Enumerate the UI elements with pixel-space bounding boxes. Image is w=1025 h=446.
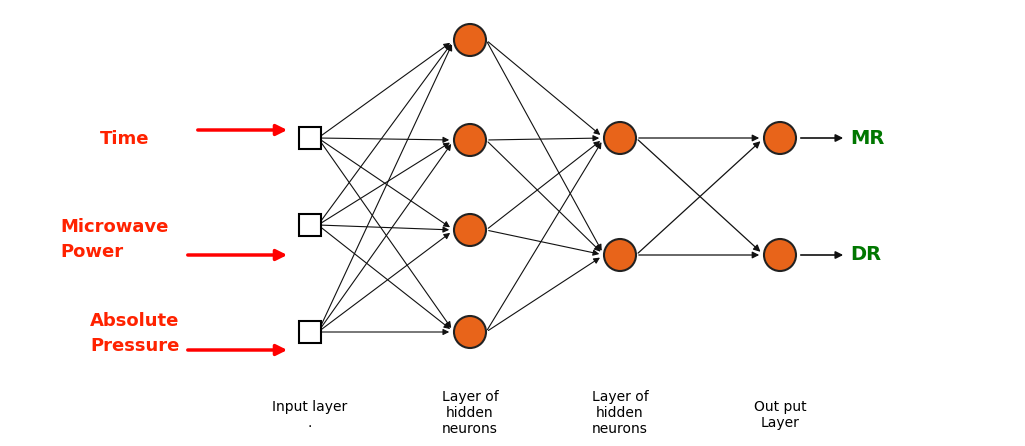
Text: MR: MR — [850, 128, 885, 148]
Text: Absolute: Absolute — [90, 312, 179, 330]
Bar — [299, 321, 321, 343]
Text: Layer of
hidden
neurons: Layer of hidden neurons — [591, 390, 649, 436]
Text: Input layer
.: Input layer . — [273, 400, 347, 430]
Text: Microwave: Microwave — [60, 218, 168, 236]
Bar — [299, 214, 321, 236]
Ellipse shape — [604, 122, 636, 154]
Text: Time: Time — [100, 130, 150, 148]
Ellipse shape — [764, 122, 796, 154]
Ellipse shape — [764, 239, 796, 271]
Ellipse shape — [604, 239, 636, 271]
Text: DR: DR — [850, 245, 881, 264]
Text: Layer of
hidden
neurons: Layer of hidden neurons — [442, 390, 498, 436]
Ellipse shape — [454, 24, 486, 56]
Ellipse shape — [454, 124, 486, 156]
Text: Power: Power — [60, 243, 123, 261]
Text: Pressure: Pressure — [90, 337, 179, 355]
Text: Out put
Layer: Out put Layer — [753, 400, 807, 430]
Ellipse shape — [454, 316, 486, 348]
Ellipse shape — [454, 214, 486, 246]
Bar — [299, 127, 321, 149]
